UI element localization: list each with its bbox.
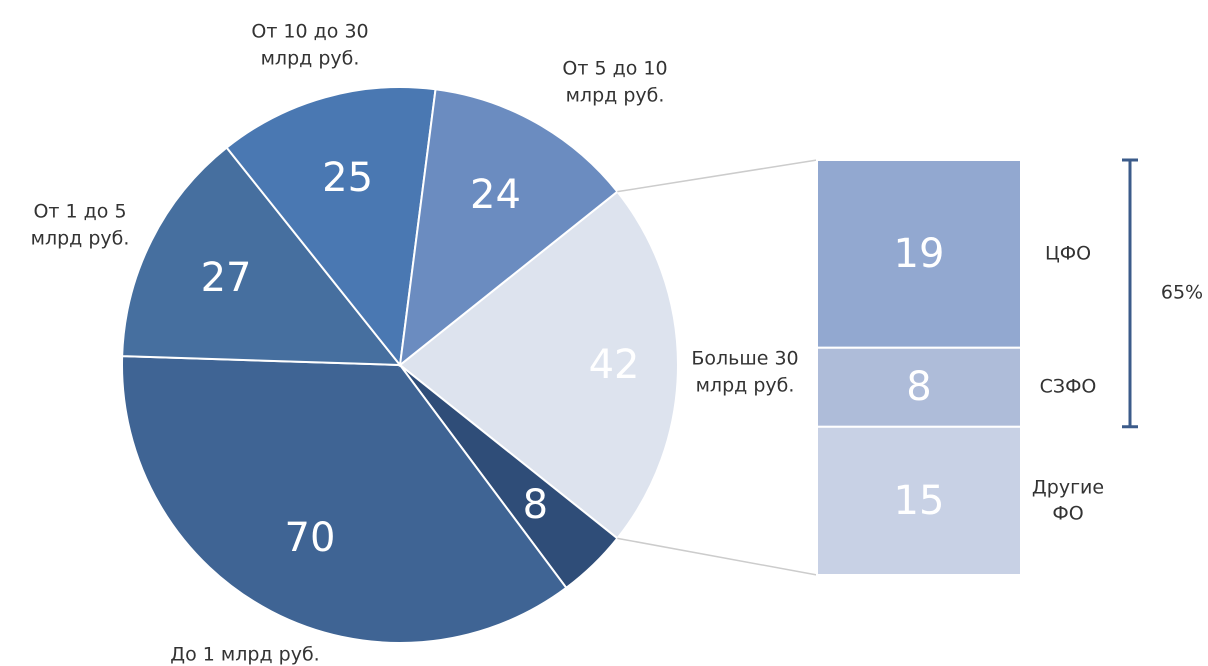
value-label: 70 — [284, 514, 336, 561]
bar-segment — [816, 159, 1022, 349]
annotation: 65% — [1160, 282, 1204, 305]
category-label: Больше 30 млрд руб. — [691, 347, 799, 396]
category-label: От 10 до 30 млрд руб. — [251, 20, 369, 69]
value-label: 19 — [893, 230, 945, 277]
value-label: 24 — [470, 172, 521, 219]
pie-slice — [225, 86, 437, 368]
value-label: 25 — [322, 154, 374, 201]
connector — [617, 159, 818, 193]
connector — [617, 537, 818, 576]
pie-slice — [121, 355, 568, 644]
value-label: 27 — [200, 254, 252, 301]
pie-slice — [121, 146, 403, 367]
value-label: 15 — [893, 477, 945, 524]
category-label: Другие ФО — [1031, 476, 1105, 525]
value-label: 42 — [588, 342, 640, 388]
category-label: ЦФО — [1044, 242, 1092, 265]
category-label: От 1 до 5 млрд руб. — [30, 200, 130, 249]
category-label: СЗФО — [1039, 375, 1097, 398]
category-label: От 5 до 10 млрд руб. — [562, 57, 668, 106]
bar-segment — [816, 346, 1022, 428]
bar-segment — [816, 425, 1022, 576]
pie-slice — [398, 88, 619, 368]
category-label: До 1 млрд руб. — [170, 643, 320, 666]
value-label: 8 — [906, 364, 932, 411]
value-label: 8 — [522, 481, 549, 528]
bracket — [1122, 158, 1138, 429]
pie-slice — [398, 190, 679, 540]
